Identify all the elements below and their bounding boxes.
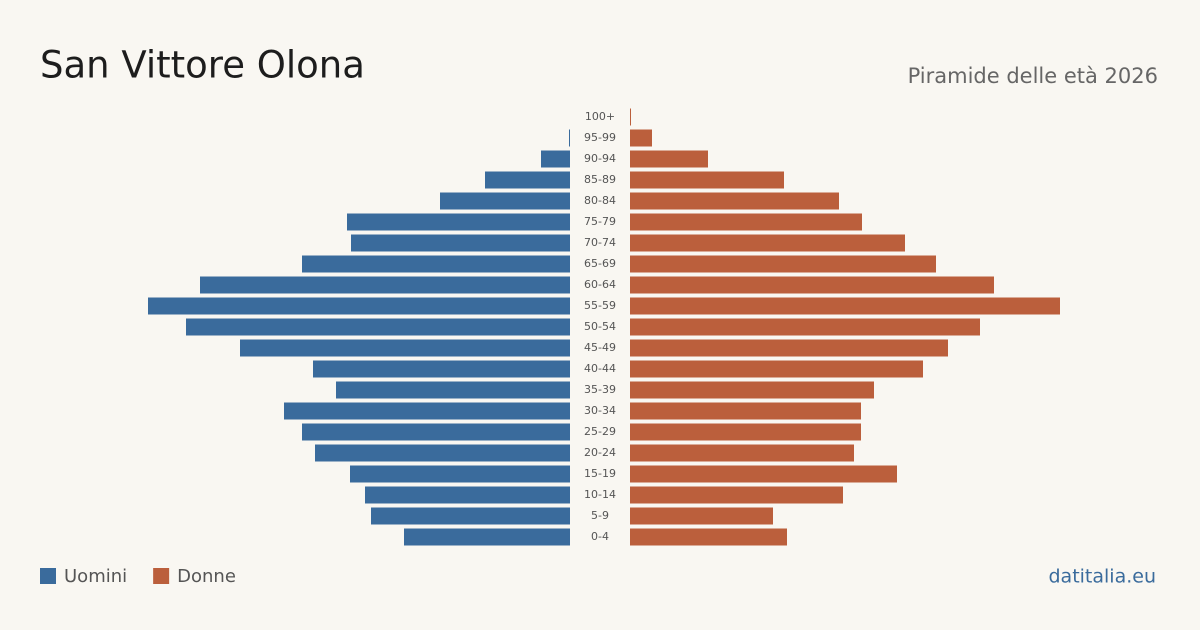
bar-male	[302, 423, 570, 441]
source: datitalia.eu	[1049, 566, 1157, 588]
bar-male	[186, 318, 570, 336]
legend-swatch	[40, 568, 56, 584]
bar-male	[404, 528, 570, 546]
bar-female	[630, 213, 862, 231]
bar-female	[630, 192, 839, 210]
legend-label: Uomini	[64, 566, 127, 587]
age-label: 70-74	[584, 236, 616, 249]
bar-male	[440, 192, 570, 210]
bar-female	[630, 234, 905, 252]
bar-female	[630, 255, 936, 273]
bar-female	[630, 129, 652, 147]
chart-title: San Vittore Olona	[40, 44, 365, 87]
bar-female	[630, 171, 784, 189]
bar-female	[630, 486, 843, 504]
age-label: 40-44	[584, 362, 616, 375]
legend-swatch	[153, 568, 170, 584]
bar-male	[485, 171, 570, 189]
bar-female	[630, 150, 708, 168]
bar-female	[630, 108, 631, 126]
age-label: 5-9	[591, 509, 609, 522]
bar-male	[200, 276, 570, 294]
bar-male	[365, 486, 570, 504]
bar-female	[630, 465, 897, 483]
bar-female	[630, 318, 980, 336]
age-label: 55-59	[584, 299, 616, 312]
age-label: 0-4	[591, 530, 609, 543]
bar-female	[630, 528, 787, 546]
age-label: 10-14	[584, 488, 616, 501]
age-label: 45-49	[584, 341, 616, 354]
age-label: 100+	[585, 110, 615, 123]
age-label: 35-39	[584, 383, 616, 396]
bar-male	[302, 255, 570, 273]
bar-male	[351, 234, 570, 252]
bar-male	[541, 150, 570, 168]
age-label: 90-94	[584, 152, 616, 165]
age-label: 95-99	[584, 131, 616, 144]
age-label: 25-29	[584, 425, 616, 438]
bar-male	[569, 129, 570, 147]
age-label: 60-64	[584, 278, 616, 291]
age-label: 20-24	[584, 446, 616, 459]
bar-female	[630, 507, 773, 525]
bar-female	[630, 360, 923, 378]
age-label: 65-69	[584, 257, 616, 270]
age-label: 85-89	[584, 173, 616, 186]
bar-male	[350, 465, 570, 483]
bar-male	[148, 297, 570, 315]
bar-male	[315, 444, 570, 462]
legend-label: Donne	[177, 566, 236, 587]
bar-female	[630, 444, 854, 462]
bar-male	[371, 507, 570, 525]
bar-male	[284, 402, 570, 420]
bar-female	[630, 276, 994, 294]
age-label: 50-54	[584, 320, 616, 333]
bar-male	[240, 339, 570, 357]
bar-male	[347, 213, 570, 231]
age-label: 15-19	[584, 467, 616, 480]
age-label: 80-84	[584, 194, 616, 207]
bar-female	[630, 423, 861, 441]
age-label: 75-79	[584, 215, 616, 228]
bar-female	[630, 381, 874, 399]
bar-female	[630, 339, 948, 357]
age-label: 30-34	[584, 404, 616, 417]
bar-male	[313, 360, 570, 378]
bar-female	[630, 297, 1060, 315]
bar-male	[336, 381, 570, 399]
chart-subtitle: Piramide delle età 2026	[908, 64, 1158, 88]
bar-female	[630, 402, 861, 420]
